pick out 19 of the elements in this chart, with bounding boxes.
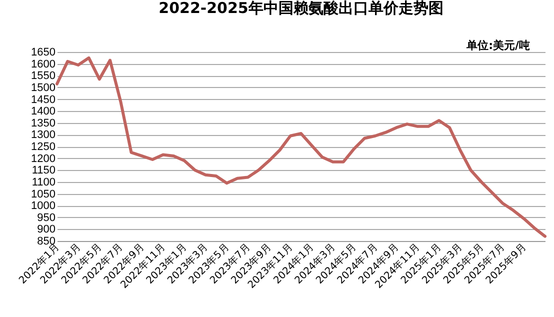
- y-tick-label: 1350: [31, 117, 56, 130]
- line-series: [56, 56, 546, 238]
- y-tick-label: 1150: [32, 164, 56, 177]
- chart-title: 2022-2025年中国赖氨酸出口单价走势图: [158, 0, 444, 17]
- y-tick-label: 1200: [31, 152, 56, 165]
- y-tick-label: 1650: [31, 46, 56, 58]
- y-tick-label: 1050: [31, 188, 56, 200]
- y-tick-label: 1550: [31, 70, 56, 82]
- y-tick-label: 1450: [31, 94, 56, 106]
- y-tick-label: 1100: [32, 176, 56, 188]
- text: 单位:美元/吨: [466, 39, 530, 52]
- y-tick-label: 1000: [31, 200, 56, 212]
- y-tick-label: 1400: [31, 106, 56, 118]
- y-tick-label: 1600: [31, 58, 56, 70]
- y-tick-label: 950: [37, 212, 56, 224]
- y-tick-label: 1300: [31, 129, 56, 142]
- y-tick-label: 1500: [31, 82, 56, 94]
- y-tick-label: 1250: [31, 141, 56, 153]
- y-tick-label: 900: [37, 224, 56, 236]
